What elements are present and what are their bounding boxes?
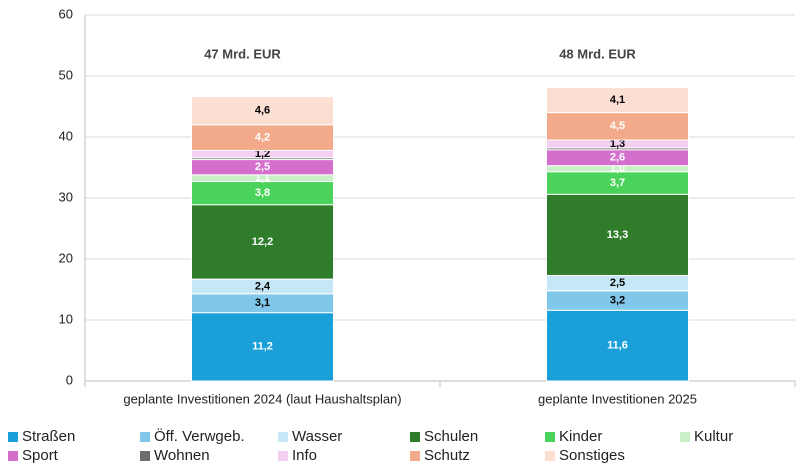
legend-swatch xyxy=(410,451,420,461)
legend-label: Öff. Verwgeb. xyxy=(154,427,245,445)
legend-label: Straßen xyxy=(22,428,75,445)
data-label: 2,5 xyxy=(610,277,625,289)
data-label: 2,6 xyxy=(610,152,625,164)
legend-label: Schutz xyxy=(424,447,470,464)
data-label: 12,2 xyxy=(252,236,273,248)
legend-label: Wasser xyxy=(292,428,342,445)
bar-segment xyxy=(546,87,689,114)
x-tick-label: geplante Investitionen 2025 xyxy=(538,391,697,406)
legend-swatch xyxy=(410,432,420,442)
data-label: 4,5 xyxy=(610,120,625,132)
y-tick-label: 60 xyxy=(59,6,73,21)
data-label: 4,2 xyxy=(255,132,270,144)
legend-label: Kinder xyxy=(559,428,602,445)
data-label: 11,2 xyxy=(252,341,273,353)
legend-label: Info xyxy=(292,447,317,464)
bar-segment xyxy=(546,112,689,141)
y-tick-label: 40 xyxy=(59,128,73,143)
data-label: 3,2 xyxy=(610,294,625,306)
legend-label: Schulen xyxy=(424,428,478,445)
data-label: 4,6 xyxy=(255,105,270,117)
data-label: 1,3 xyxy=(610,138,625,150)
bar-segment xyxy=(191,312,334,382)
data-label: 3,7 xyxy=(610,177,625,189)
legend-swatch xyxy=(545,432,555,442)
y-tick-label: 20 xyxy=(59,250,73,265)
bar-segment xyxy=(546,309,689,382)
bar-annotation: 48 Mrd. EUR xyxy=(559,46,636,61)
legend-swatch xyxy=(8,451,18,461)
legend-swatch xyxy=(278,451,288,461)
legend-swatch xyxy=(545,451,555,461)
data-label: 1,2 xyxy=(255,148,270,160)
data-label: 2,5 xyxy=(255,161,270,173)
data-label: 2,4 xyxy=(255,280,271,292)
y-tick-label: 50 xyxy=(59,67,73,82)
legend-label: Sonstiges xyxy=(559,447,625,464)
legend-swatch xyxy=(278,432,288,442)
x-tick-label: geplante Investitionen 2024 (laut Hausha… xyxy=(123,391,401,406)
bar-segment xyxy=(191,96,334,126)
bar-segment xyxy=(546,193,689,276)
legend-swatch xyxy=(680,432,690,442)
bar-annotation: 47 Mrd. EUR xyxy=(204,46,281,61)
data-label: 3,1 xyxy=(255,297,270,309)
data-label: 3,8 xyxy=(255,187,270,199)
legend-swatch xyxy=(8,432,18,442)
y-tick-label: 10 xyxy=(59,311,73,326)
data-label: 4,1 xyxy=(610,94,625,106)
data-label: 13,3 xyxy=(607,229,628,241)
legend-label: Wohnen xyxy=(154,447,210,464)
legend-label: Sport xyxy=(22,447,59,464)
y-tick-label: 0 xyxy=(66,372,73,387)
y-tick-label: 30 xyxy=(59,189,73,204)
legend-label: Kultur xyxy=(694,428,733,445)
legend-swatch xyxy=(140,432,150,442)
data-label: 11,6 xyxy=(607,340,628,352)
legend-swatch xyxy=(140,451,150,461)
